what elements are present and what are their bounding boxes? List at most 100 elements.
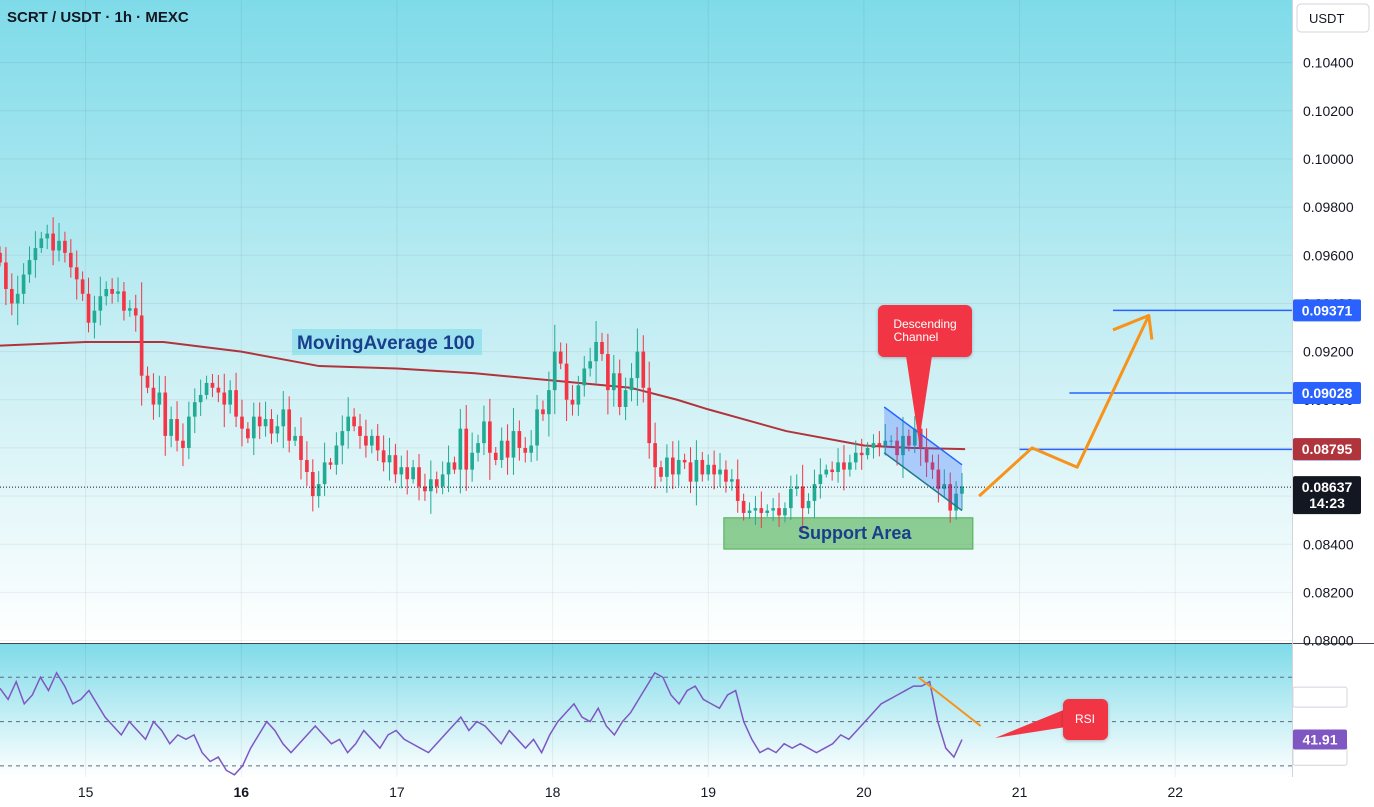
ma-badge xyxy=(1293,438,1361,461)
candle-up xyxy=(346,416,351,432)
candle-down xyxy=(647,387,652,444)
candle-down xyxy=(830,469,834,473)
candle-down xyxy=(918,428,923,448)
candle-up xyxy=(535,409,539,446)
candle-up xyxy=(198,394,203,403)
candle-up xyxy=(552,351,557,391)
price-level-badge-label: 0.09371 xyxy=(1302,302,1353,318)
candle-down xyxy=(523,447,528,453)
candle-down xyxy=(895,440,899,456)
rsi-current-badge xyxy=(1293,729,1347,750)
candle-up xyxy=(889,440,894,442)
candle-down xyxy=(68,252,73,268)
channel-fill xyxy=(884,406,962,511)
candle-up xyxy=(482,421,486,444)
date-tick-label: 19 xyxy=(700,784,716,800)
current-price-badge-label: 0.08637 xyxy=(1302,479,1353,495)
candle-up xyxy=(676,459,681,475)
candle-up xyxy=(853,452,858,463)
candle-up xyxy=(263,419,268,427)
candle-down xyxy=(570,399,575,405)
candle-down xyxy=(4,262,8,289)
candle-up xyxy=(576,385,581,405)
candle-down xyxy=(405,467,410,480)
candle-up xyxy=(611,373,616,391)
candle-up xyxy=(883,440,888,446)
moving-average-100-line xyxy=(0,340,966,451)
candle-down xyxy=(948,484,953,511)
date-tick-label: 16 xyxy=(233,784,249,800)
candle-down xyxy=(724,469,728,482)
price-tick-label: 0.10000 xyxy=(1303,151,1354,167)
candle-down xyxy=(287,409,292,441)
candle-down xyxy=(63,240,67,253)
price-tick-label: 0.08200 xyxy=(1303,584,1354,600)
grid xyxy=(0,0,1292,777)
candle-up xyxy=(446,462,451,475)
candle-up xyxy=(901,435,905,456)
candle-down xyxy=(541,409,545,415)
candle-down xyxy=(393,455,398,475)
candle-down xyxy=(328,462,333,465)
candle-up xyxy=(582,368,587,386)
candle-up xyxy=(789,488,793,509)
candle-up xyxy=(623,390,628,407)
candle-up xyxy=(529,445,533,453)
candle-up xyxy=(440,474,445,487)
candle-down xyxy=(682,459,687,463)
candle-up xyxy=(340,431,345,446)
candle-up xyxy=(39,238,44,249)
candle-down xyxy=(299,435,303,460)
candles-layer xyxy=(0,217,964,531)
projection-path xyxy=(978,314,1151,498)
candle-down xyxy=(688,462,693,482)
candle-down xyxy=(434,479,439,487)
candle-up xyxy=(21,274,26,294)
candle-up xyxy=(635,351,640,379)
candle-down xyxy=(0,252,2,263)
candle-up xyxy=(871,443,876,448)
candle-down xyxy=(122,291,126,311)
candle-down xyxy=(74,267,79,280)
candle-up xyxy=(45,233,50,239)
candle-up xyxy=(511,431,516,458)
channel-label-line1: Descending xyxy=(893,317,956,331)
currency-button[interactable]: USDT xyxy=(1296,3,1370,33)
price-tick-label: 0.08000 xyxy=(1303,633,1354,649)
candle-up xyxy=(824,469,829,475)
candle-down xyxy=(735,479,740,501)
candle-down xyxy=(670,457,675,475)
currency-button-label: USDT xyxy=(1309,11,1344,26)
candle-up xyxy=(547,390,551,415)
candle-up xyxy=(942,484,947,489)
candle-down xyxy=(700,459,705,475)
channel-upper-line xyxy=(883,406,963,466)
rsi-line xyxy=(0,671,963,776)
candle-up xyxy=(836,462,840,473)
candle-down xyxy=(352,416,356,427)
time-scale[interactable]: 15 16 17 18 19 20 21 22 xyxy=(78,784,1183,800)
ma-label: MovingAverage 100 xyxy=(292,329,482,355)
candle-up xyxy=(865,447,870,456)
candle-up xyxy=(665,457,669,477)
candle-down xyxy=(924,447,929,463)
rsi-callout: RSI xyxy=(995,699,1108,740)
current-price-badge xyxy=(1293,476,1361,515)
candle-down xyxy=(310,472,315,497)
price-tick-label: 0.08400 xyxy=(1303,536,1354,552)
candle-up xyxy=(275,426,280,434)
candle-down xyxy=(133,308,138,316)
candle-up xyxy=(729,479,734,482)
support-zone xyxy=(723,517,974,550)
current-price-badge-countdown: 14:23 xyxy=(1309,495,1345,511)
candle-down xyxy=(617,373,622,407)
price-scale[interactable]: 0.104000.102000.100000.098000.096000.094… xyxy=(1292,55,1361,766)
date-tick-label: 21 xyxy=(1012,784,1028,800)
candle-down xyxy=(759,508,764,513)
candle-up xyxy=(293,435,297,441)
candle-up xyxy=(187,416,191,448)
candle-down xyxy=(712,464,716,475)
candle-down xyxy=(110,288,114,294)
candle-down xyxy=(493,452,498,460)
